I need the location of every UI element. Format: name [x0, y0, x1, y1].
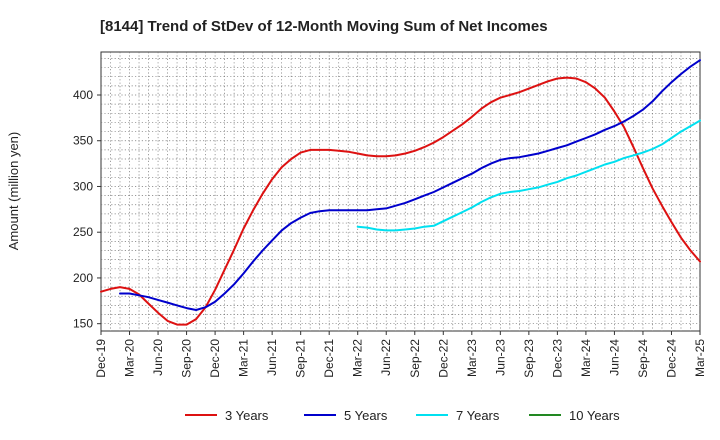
x-tick-label: Sep-21	[294, 339, 308, 378]
y-tick-label: 300	[73, 179, 93, 193]
x-tick-label: Dec-23	[550, 339, 564, 378]
series-line-3-years	[100, 76, 701, 326]
series-line-7-years	[356, 119, 701, 232]
plot-area	[100, 51, 701, 332]
x-tick-label: Jun-23	[493, 339, 507, 376]
grid	[101, 52, 700, 331]
chart-title: [8144] Trend of StDev of 12-Month Moving…	[100, 18, 548, 35]
x-tick-label: Sep-22	[408, 339, 422, 378]
x-tick-label: Sep-23	[522, 339, 536, 378]
x-tick-label: Dec-22	[436, 339, 450, 378]
x-tick-label: Sep-24	[636, 339, 650, 378]
x-tick-label: Mar-25	[693, 339, 707, 377]
x-axis: Dec-19 Mar-20 Jun-20 Sep-20 Dec-20 Mar-21 Jun-…	[94, 331, 707, 378]
y-axis-label: Amount (million yen)	[6, 132, 21, 251]
series-line-5-years	[119, 59, 701, 311]
legend-label-5-years: 5 Years	[344, 408, 388, 423]
x-tick-label: Mar-20	[123, 339, 137, 377]
y-tick-label: 400	[73, 88, 93, 102]
y-tick-label: 200	[73, 271, 93, 285]
x-tick-label: Dec-21	[322, 339, 336, 378]
series	[100, 59, 701, 326]
y-tick-label: 150	[73, 317, 93, 331]
x-tick-label: Mar-21	[237, 339, 251, 377]
legend-label-7-years: 7 Years	[456, 408, 500, 423]
x-tick-label: Sep-20	[180, 339, 194, 378]
legend-label-3-years: 3 Years	[225, 408, 269, 423]
x-tick-label: Jun-22	[379, 339, 393, 376]
x-tick-label: Jun-20	[151, 339, 165, 376]
x-tick-label: Mar-24	[579, 339, 593, 377]
y-tick-label: 250	[73, 225, 93, 239]
x-tick-label: Jun-24	[607, 339, 621, 376]
y-axis: 150 200 250 300 350 400	[73, 88, 101, 331]
y-tick-label: 350	[73, 134, 93, 148]
legend: 3 Years 5 Years 7 Years 10 Years	[185, 408, 620, 423]
x-tick-label: Mar-22	[351, 339, 365, 377]
x-tick-label: Mar-23	[465, 339, 479, 377]
x-tick-label: Dec-20	[208, 339, 222, 378]
x-tick-label: Dec-19	[94, 339, 108, 378]
legend-label-10-years: 10 Years	[569, 408, 620, 423]
x-tick-label: Jun-21	[265, 339, 279, 376]
x-tick-label: Dec-24	[664, 339, 678, 378]
